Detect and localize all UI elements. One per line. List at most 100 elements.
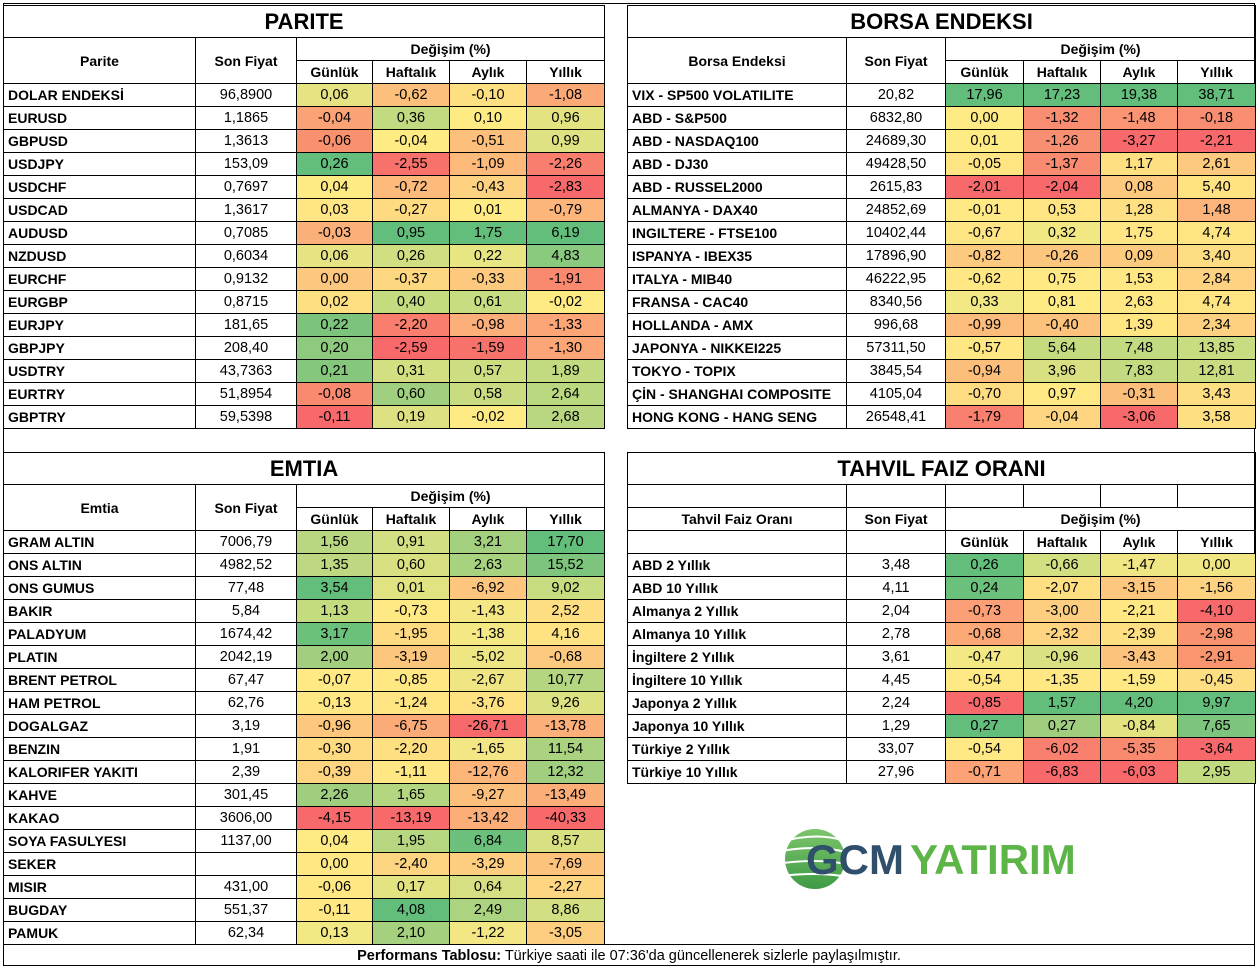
- change-daily: 2,26: [296, 783, 373, 807]
- change-monthly: -1,22: [449, 921, 527, 945]
- change-monthly: 2,49: [449, 898, 527, 922]
- row-name: Japonya 2 Yıllık: [627, 691, 847, 715]
- blank-cell: [945, 484, 1024, 508]
- change-yearly: 1,89: [525, 359, 606, 383]
- change-monthly: -3,27: [1100, 129, 1178, 153]
- footer-label: Performans Tablosu:: [357, 948, 502, 964]
- row-price: 3,48: [846, 553, 946, 577]
- row-price: 431,00: [195, 875, 297, 899]
- table-row: ABD - DJ30 49428,50 -0,05 -1,37 1,17 2,61: [627, 152, 1257, 176]
- row-name: BAKIR: [3, 599, 196, 623]
- row-price: 2,24: [846, 691, 946, 715]
- row-name: PAMUK: [3, 921, 196, 945]
- table-row: Japonya 10 Yıllık 1,29 0,27 0,27 -0,84 7,65: [627, 714, 1257, 738]
- change-yearly: 7,65: [1176, 714, 1257, 738]
- row-name: GBPJPY: [3, 336, 196, 360]
- row-name: AUDUSD: [3, 221, 196, 245]
- change-monthly: -3,06: [1100, 405, 1178, 429]
- row-name: GBPTRY: [3, 405, 196, 429]
- change-daily: 0,04: [296, 175, 373, 199]
- table-row: ABD 10 Yıllık 4,11 0,24 -2,07 -3,15 -1,56: [627, 576, 1257, 600]
- table-row: GBPJPY 208,40 0,20 -2,59 -1,59 -1,30: [3, 336, 606, 360]
- change-weekly: 0,97: [1023, 382, 1101, 406]
- table-row: JAPONYA - NIKKEI225 57311,50 -0,57 5,64 7,48…: [627, 336, 1257, 360]
- change-daily: 0,27: [945, 714, 1024, 738]
- change-weekly: -2,59: [372, 336, 450, 360]
- emtia-title: EMTIA: [2, 452, 606, 485]
- change-daily: -0,04: [296, 106, 373, 130]
- change-daily: 0,13: [296, 921, 373, 945]
- change-weekly: -0,27: [372, 198, 450, 222]
- change-yearly: -1,91: [525, 267, 606, 291]
- change-weekly: -0,85: [372, 668, 450, 692]
- change-monthly: -5,02: [449, 645, 527, 669]
- change-monthly: -0,10: [449, 83, 527, 107]
- change-yearly: -1,33: [525, 313, 606, 337]
- emtia-panel: EMTIA Emtia Son Fiyat Değişim (%) Günlük…: [2, 452, 606, 945]
- row-name: ALMANYA - DAX40: [627, 198, 847, 222]
- change-daily: 0,04: [296, 829, 373, 853]
- row-price: 62,76: [195, 691, 297, 715]
- row-name: KAHVE: [3, 783, 196, 807]
- table-row: ABD 2 Yıllık 3,48 0,26 -0,66 -1,47 0,00: [627, 553, 1257, 577]
- row-price: 4982,52: [195, 553, 297, 577]
- blank-cell: [1100, 484, 1178, 508]
- change-monthly: -13,42: [449, 806, 527, 830]
- change-weekly: -2,20: [372, 737, 450, 761]
- borsa-rows: VIX - SP500 VOLATILITE 20,82 17,96 17,23 19,…: [627, 83, 1257, 429]
- table-row: BRENT PETROL 67,47 -0,07 -0,85 -2,67 10,77: [3, 668, 606, 692]
- row-price: 2,78: [846, 622, 946, 646]
- change-weekly: -2,20: [372, 313, 450, 337]
- change-yearly: 0,99: [525, 129, 606, 153]
- change-monthly: 0,58: [449, 382, 527, 406]
- change-daily: 0,01: [945, 129, 1024, 153]
- col-header-change: Değişim (%): [944, 507, 1257, 531]
- logo-text-gcm: GCM: [806, 836, 904, 883]
- change-daily: -4,15: [296, 806, 373, 830]
- change-daily: -0,06: [296, 129, 373, 153]
- change-yearly: 3,40: [1176, 244, 1257, 268]
- change-daily: -0,62: [945, 267, 1024, 291]
- row-name: ITALYA - MIB40: [627, 267, 847, 291]
- change-daily: -0,11: [296, 405, 373, 429]
- change-weekly: 0,60: [372, 382, 450, 406]
- change-weekly: 0,60: [372, 553, 450, 577]
- row-name: SOYA FASULYESI: [3, 829, 196, 853]
- col-header-yearly: Yıllık: [525, 507, 606, 531]
- col-header-daily: Günlük: [945, 60, 1024, 84]
- col-header-weekly: Haftalık: [1023, 60, 1101, 84]
- blank-cell: [1176, 484, 1257, 508]
- row-name: HOLLANDA - AMX: [627, 313, 847, 337]
- row-name: ABD - S&P500: [627, 106, 847, 130]
- row-name: ISPANYA - IBEX35: [627, 244, 847, 268]
- change-daily: -0,06: [296, 875, 373, 899]
- change-daily: -0,47: [945, 645, 1024, 669]
- row-price: 0,8715: [195, 290, 297, 314]
- row-price: 1,1865: [195, 106, 297, 130]
- change-monthly: -5,35: [1100, 737, 1178, 761]
- col-header-price: Son Fiyat: [195, 484, 297, 531]
- col-header-name: Emtia: [3, 484, 196, 531]
- change-weekly: 0,26: [372, 244, 450, 268]
- change-yearly: 0,96: [525, 106, 606, 130]
- tahvil-title: TAHVIL FAIZ ORANI: [626, 452, 1257, 485]
- row-price: 3845,54: [846, 359, 946, 383]
- change-yearly: -0,18: [1176, 106, 1257, 130]
- row-name: Almanya 2 Yıllık: [627, 599, 847, 623]
- row-price: 24852,69: [846, 198, 946, 222]
- change-weekly: 1,57: [1023, 691, 1101, 715]
- row-name: PLATIN: [3, 645, 196, 669]
- change-monthly: 0,10: [449, 106, 527, 130]
- change-weekly: -1,32: [1023, 106, 1101, 130]
- row-price: 67,47: [195, 668, 297, 692]
- change-daily: 0,22: [296, 313, 373, 337]
- row-name: BRENT PETROL: [3, 668, 196, 692]
- tahvil-panel: TAHVIL FAIZ ORANI Tahvil Faiz Oranı Son …: [626, 452, 1257, 784]
- table-row: BENZIN 1,91 -0,30 -2,20 -1,65 11,54: [3, 737, 606, 761]
- col-header-change: Değişim (%): [295, 37, 606, 61]
- change-monthly: -0,43: [449, 175, 527, 199]
- change-daily: -0,30: [296, 737, 373, 761]
- change-monthly: -3,29: [449, 852, 527, 876]
- table-row: PALADYUM 1674,42 3,17 -1,95 -1,38 4,16: [3, 622, 606, 646]
- table-row: KAKAO 3606,00 -4,15 -13,19 -13,42 -40,33: [3, 806, 606, 830]
